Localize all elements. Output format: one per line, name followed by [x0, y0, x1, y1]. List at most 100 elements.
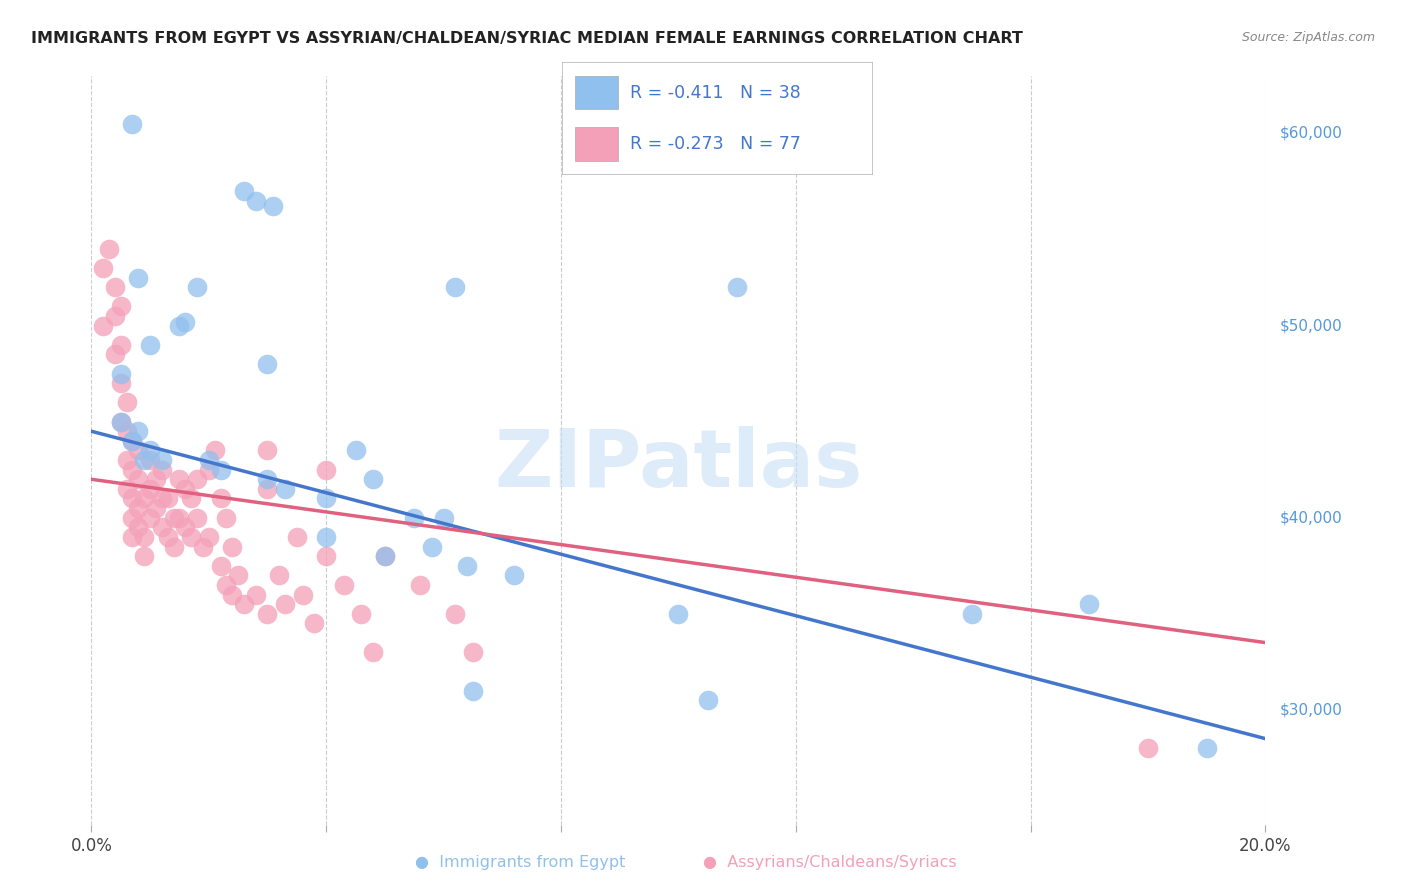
Point: [204, 443, 226, 458]
Point: [696, 693, 718, 707]
Point: [121, 530, 143, 544]
Point: [315, 491, 337, 506]
Point: [245, 588, 267, 602]
Point: [150, 463, 173, 477]
Point: [221, 588, 243, 602]
Point: [115, 424, 138, 438]
FancyBboxPatch shape: [575, 76, 619, 109]
Point: [174, 520, 197, 534]
Point: [110, 415, 132, 429]
Point: [233, 184, 256, 198]
Point: [110, 367, 132, 381]
Point: [503, 568, 526, 582]
Point: [139, 443, 162, 458]
Point: [256, 607, 278, 621]
Point: [134, 549, 156, 563]
Point: [262, 199, 284, 213]
Text: $40,000: $40,000: [1279, 510, 1343, 525]
Point: [444, 607, 467, 621]
Point: [121, 117, 143, 131]
Point: [304, 616, 326, 631]
Point: [315, 463, 337, 477]
Point: [350, 607, 373, 621]
Point: [174, 315, 197, 329]
Point: [274, 597, 297, 611]
Point: [444, 280, 467, 294]
Point: [1195, 741, 1218, 756]
Text: R = -0.411   N = 38: R = -0.411 N = 38: [630, 84, 801, 102]
Point: [285, 530, 308, 544]
Point: [180, 491, 202, 506]
Point: [134, 530, 156, 544]
Point: [269, 568, 291, 582]
Point: [209, 491, 232, 506]
Point: [197, 463, 219, 477]
Point: [456, 558, 478, 573]
Point: [361, 645, 384, 659]
Point: [1136, 741, 1159, 756]
Point: [121, 434, 143, 448]
Point: [666, 607, 689, 621]
Point: [361, 472, 384, 486]
Point: [420, 540, 443, 554]
Point: [432, 510, 454, 524]
Point: [150, 520, 173, 534]
Point: [233, 597, 256, 611]
Point: [104, 309, 127, 323]
Point: [180, 530, 202, 544]
Point: [186, 280, 208, 294]
Point: [127, 501, 149, 516]
Point: [274, 482, 297, 496]
Point: [256, 472, 278, 486]
Point: [315, 530, 337, 544]
Point: [221, 540, 243, 554]
Point: [960, 607, 983, 621]
Point: [115, 395, 138, 409]
Point: [150, 491, 173, 506]
Text: R = -0.273   N = 77: R = -0.273 N = 77: [630, 135, 801, 153]
Point: [162, 540, 184, 554]
Point: [127, 270, 149, 285]
Point: [333, 578, 356, 592]
Point: [461, 645, 484, 659]
Point: [139, 453, 162, 467]
Point: [127, 520, 149, 534]
Point: [156, 530, 179, 544]
Text: ●  Assyrians/Chaldeans/Syriacs: ● Assyrians/Chaldeans/Syriacs: [703, 855, 956, 870]
Point: [409, 578, 432, 592]
Point: [209, 463, 232, 477]
Point: [121, 491, 143, 506]
Text: Source: ZipAtlas.com: Source: ZipAtlas.com: [1241, 31, 1375, 45]
Point: [1078, 597, 1101, 611]
Point: [374, 549, 396, 563]
Point: [156, 491, 179, 506]
Point: [256, 357, 278, 371]
Point: [145, 501, 167, 516]
Point: [121, 510, 143, 524]
Point: [374, 549, 396, 563]
Point: [215, 578, 238, 592]
Point: [104, 280, 127, 294]
Point: [186, 510, 208, 524]
Text: $50,000: $50,000: [1279, 318, 1343, 333]
Text: ZIPatlas: ZIPatlas: [495, 426, 862, 505]
Point: [191, 540, 214, 554]
Point: [98, 242, 121, 256]
Point: [169, 510, 191, 524]
Point: [91, 318, 114, 333]
Point: [121, 463, 143, 477]
Point: [145, 472, 167, 486]
Point: [461, 683, 484, 698]
Point: [127, 443, 149, 458]
Point: [139, 482, 162, 496]
Text: IMMIGRANTS FROM EGYPT VS ASSYRIAN/CHALDEAN/SYRIAC MEDIAN FEMALE EARNINGS CORRELA: IMMIGRANTS FROM EGYPT VS ASSYRIAN/CHALDE…: [31, 31, 1022, 46]
Point: [127, 424, 149, 438]
Point: [110, 376, 132, 391]
Point: [186, 472, 208, 486]
Point: [226, 568, 249, 582]
Point: [115, 453, 138, 467]
Text: ●  Immigrants from Egypt: ● Immigrants from Egypt: [415, 855, 626, 870]
Point: [110, 299, 132, 313]
Point: [127, 472, 149, 486]
Point: [110, 415, 132, 429]
